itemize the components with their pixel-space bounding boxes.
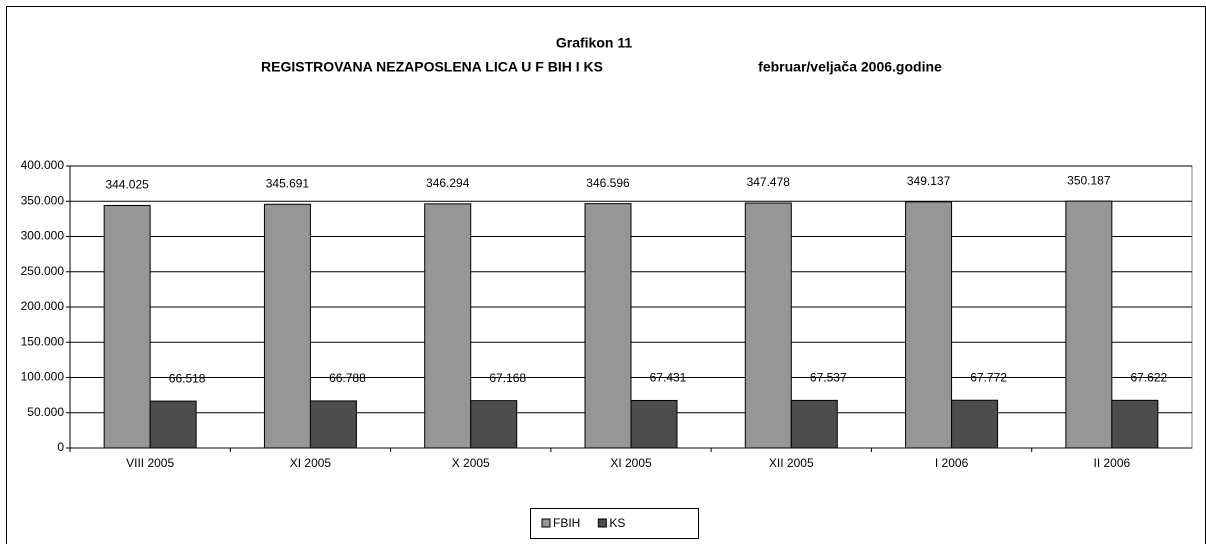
value-label: 344.025 bbox=[105, 178, 149, 192]
bar bbox=[1111, 399, 1159, 449]
value-label: 67.431 bbox=[650, 371, 687, 385]
x-tick-label: XI 2005 bbox=[610, 456, 652, 470]
value-label: 345.691 bbox=[266, 176, 310, 190]
bar bbox=[470, 400, 518, 449]
y-tick-label: 150.000 bbox=[21, 334, 65, 348]
chart-annotation: februar/veljača 2006.godine bbox=[758, 59, 942, 75]
bar bbox=[309, 400, 357, 449]
value-label: 67.622 bbox=[1131, 370, 1168, 384]
bar bbox=[744, 202, 792, 449]
y-tick-label: 50.000 bbox=[27, 405, 64, 419]
bar bbox=[263, 203, 311, 449]
value-label: 347.478 bbox=[747, 175, 791, 189]
legend-swatch bbox=[541, 518, 551, 528]
x-tick-label: XI 2005 bbox=[290, 456, 332, 470]
value-label: 349.137 bbox=[907, 174, 951, 188]
y-tick-label: 200.000 bbox=[21, 299, 65, 313]
y-tick-label: 350.000 bbox=[21, 193, 65, 207]
x-tick-label: X 2005 bbox=[452, 456, 490, 470]
chart-title: Grafikon 11 bbox=[556, 35, 632, 51]
y-tick-label: 0 bbox=[57, 440, 64, 454]
bar bbox=[103, 204, 151, 449]
x-tick-label: VIII 2005 bbox=[126, 456, 174, 470]
value-label: 350.187 bbox=[1067, 173, 1111, 187]
value-label: 66.518 bbox=[169, 371, 206, 385]
y-tick-label: 300.000 bbox=[21, 229, 65, 243]
value-label: 66.788 bbox=[329, 371, 366, 385]
legend-box bbox=[530, 508, 699, 539]
legend-label: KS bbox=[609, 516, 625, 530]
value-label: 67.772 bbox=[970, 370, 1007, 384]
x-tick-label: I 2006 bbox=[935, 456, 969, 470]
value-label: 67.537 bbox=[810, 371, 847, 385]
y-tick-label: 250.000 bbox=[21, 264, 65, 278]
bar bbox=[149, 400, 197, 449]
legend-swatch bbox=[597, 518, 607, 528]
value-label: 346.294 bbox=[426, 176, 470, 190]
x-tick-label: XII 2005 bbox=[769, 456, 814, 470]
bar bbox=[951, 399, 999, 449]
bar bbox=[630, 399, 678, 449]
bar bbox=[790, 399, 838, 449]
bar bbox=[424, 203, 472, 449]
y-tick-label: 400.000 bbox=[21, 158, 65, 172]
bar bbox=[584, 203, 632, 449]
y-tick-label: 100.000 bbox=[21, 370, 65, 384]
legend-label: FBIH bbox=[553, 516, 580, 530]
chart-subtitle: REGISTROVANA NEZAPOSLENA LICA U F BIH I … bbox=[261, 59, 603, 75]
bar bbox=[905, 201, 953, 449]
value-label: 67.168 bbox=[489, 371, 526, 385]
x-tick-label: II 2006 bbox=[1094, 456, 1131, 470]
value-label: 346.596 bbox=[586, 176, 630, 190]
bar bbox=[1065, 200, 1113, 449]
